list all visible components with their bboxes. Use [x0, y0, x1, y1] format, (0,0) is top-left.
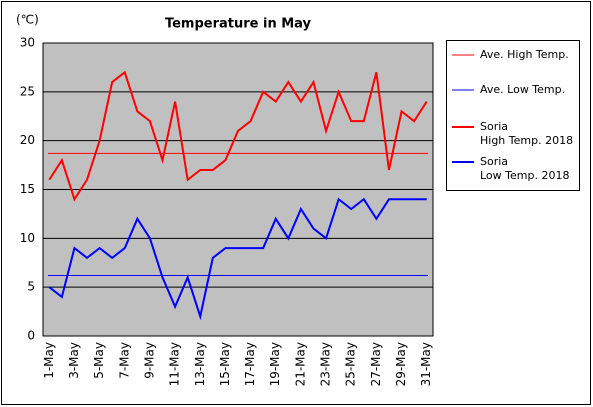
y-tick-label: 0: [27, 329, 35, 343]
x-tick-label: 7-May: [117, 342, 131, 379]
y-tick-label: 5: [27, 280, 35, 294]
legend-label: Soria High Temp. 2018: [480, 120, 574, 147]
x-tick-label: 27-May: [369, 342, 383, 386]
y-tick-label: 20: [20, 133, 35, 147]
x-tick-label: 5-May: [92, 342, 106, 379]
data-line: [48, 197, 427, 321]
x-tick-label: 19-May: [268, 342, 282, 386]
x-tick-label: 29-May: [394, 342, 408, 386]
x-tick-label: 21-May: [293, 342, 307, 386]
x-tick-label: 31-May: [419, 342, 433, 386]
legend-label: Ave. High Temp.: [480, 48, 569, 61]
y-tick-label: 15: [20, 182, 35, 196]
x-tick-label: 25-May: [344, 342, 358, 386]
x-tick-label: 1-May: [42, 342, 56, 379]
x-tick-label: 11-May: [168, 342, 182, 386]
chart-title: Temperature in May: [165, 17, 312, 32]
y-tick-label: 30: [20, 36, 35, 50]
x-tick-label: 13-May: [193, 342, 207, 386]
x-tick-label: 23-May: [319, 342, 333, 386]
x-tick-label: 15-May: [218, 342, 232, 386]
data-line: [48, 70, 428, 202]
y-tick-label: 10: [20, 231, 35, 245]
x-tick-label: 3-May: [67, 342, 81, 379]
legend-label: Soria Low Temp. 2018: [480, 155, 570, 182]
y-axis-label: (℃): [16, 13, 39, 27]
legend-label: Ave. Low Temp.: [480, 83, 566, 96]
x-tick-label: 9-May: [142, 342, 156, 379]
x-tick-label: 17-May: [243, 342, 257, 386]
legend-box: [446, 40, 580, 191]
y-tick-label: 25: [20, 84, 35, 98]
